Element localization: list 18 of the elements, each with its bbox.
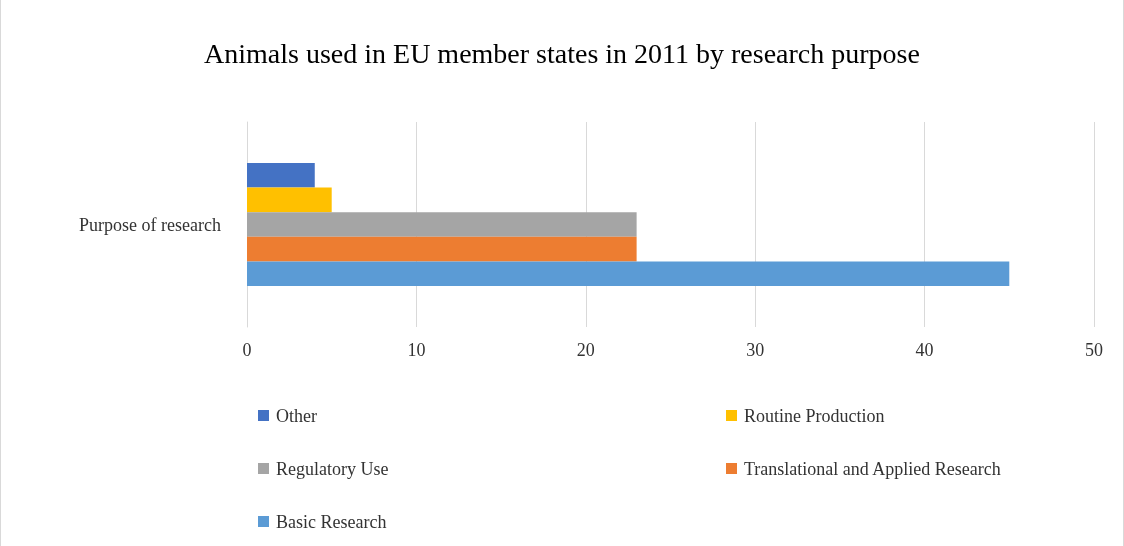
- legend-label: Regulatory Use: [276, 458, 389, 479]
- bar: [247, 187, 332, 213]
- bar: [247, 212, 637, 237]
- legend-label: Translational and Applied Research: [744, 458, 1001, 479]
- x-tick-label: 10: [407, 340, 426, 360]
- x-tick-label: 40: [915, 340, 934, 360]
- x-tick-label: 20: [576, 340, 595, 360]
- y-tick-label: Purpose of research: [79, 214, 221, 235]
- bar: [247, 163, 315, 188]
- legend-label: Other: [276, 405, 317, 426]
- x-tick-label: 50: [1085, 340, 1103, 360]
- chart-title: Animals used in EU member states in 2011 by research purpose: [204, 37, 920, 69]
- bar: [247, 236, 637, 262]
- x-tick-label: 30: [746, 340, 765, 360]
- legend-label: Routine Production: [744, 405, 885, 426]
- legend-label: Basic Research: [276, 511, 387, 532]
- x-tick-label: 0: [242, 340, 252, 360]
- bar: [247, 261, 1010, 286]
